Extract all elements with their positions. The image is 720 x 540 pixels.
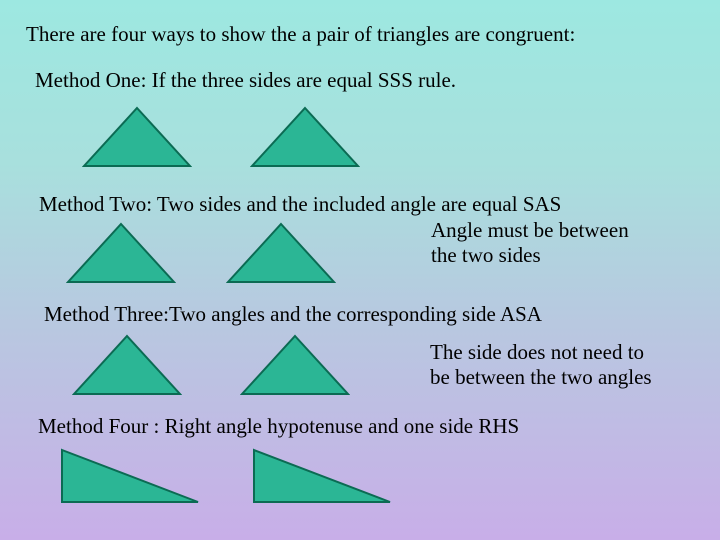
triangle-icon (66, 222, 176, 284)
method-three-note: The side does not need to be between the… (430, 340, 652, 390)
method-three-label: Method Three:Two angles and the correspo… (44, 302, 542, 327)
triangle-icon (72, 334, 182, 396)
method-two-label: Method Two: Two sides and the included a… (39, 192, 561, 217)
triangle-icon (250, 106, 360, 168)
method-two-note-line2: the two sides (431, 243, 629, 268)
method-four-label: Method Four : Right angle hypotenuse and… (38, 414, 519, 439)
method-three-note-line1: The side does not need to (430, 340, 652, 365)
method-two-note: Angle must be between the two sides (431, 218, 629, 268)
method-two-note-line1: Angle must be between (431, 218, 629, 243)
triangle-icon (82, 106, 192, 168)
triangle-icon (60, 448, 200, 504)
page-title: There are four ways to show the a pair o… (26, 22, 575, 47)
triangle-icon (240, 334, 350, 396)
method-three-note-line2: be between the two angles (430, 365, 652, 390)
method-one-label: Method One: If the three sides are equal… (35, 68, 456, 93)
triangle-icon (226, 222, 336, 284)
triangle-icon (252, 448, 392, 504)
